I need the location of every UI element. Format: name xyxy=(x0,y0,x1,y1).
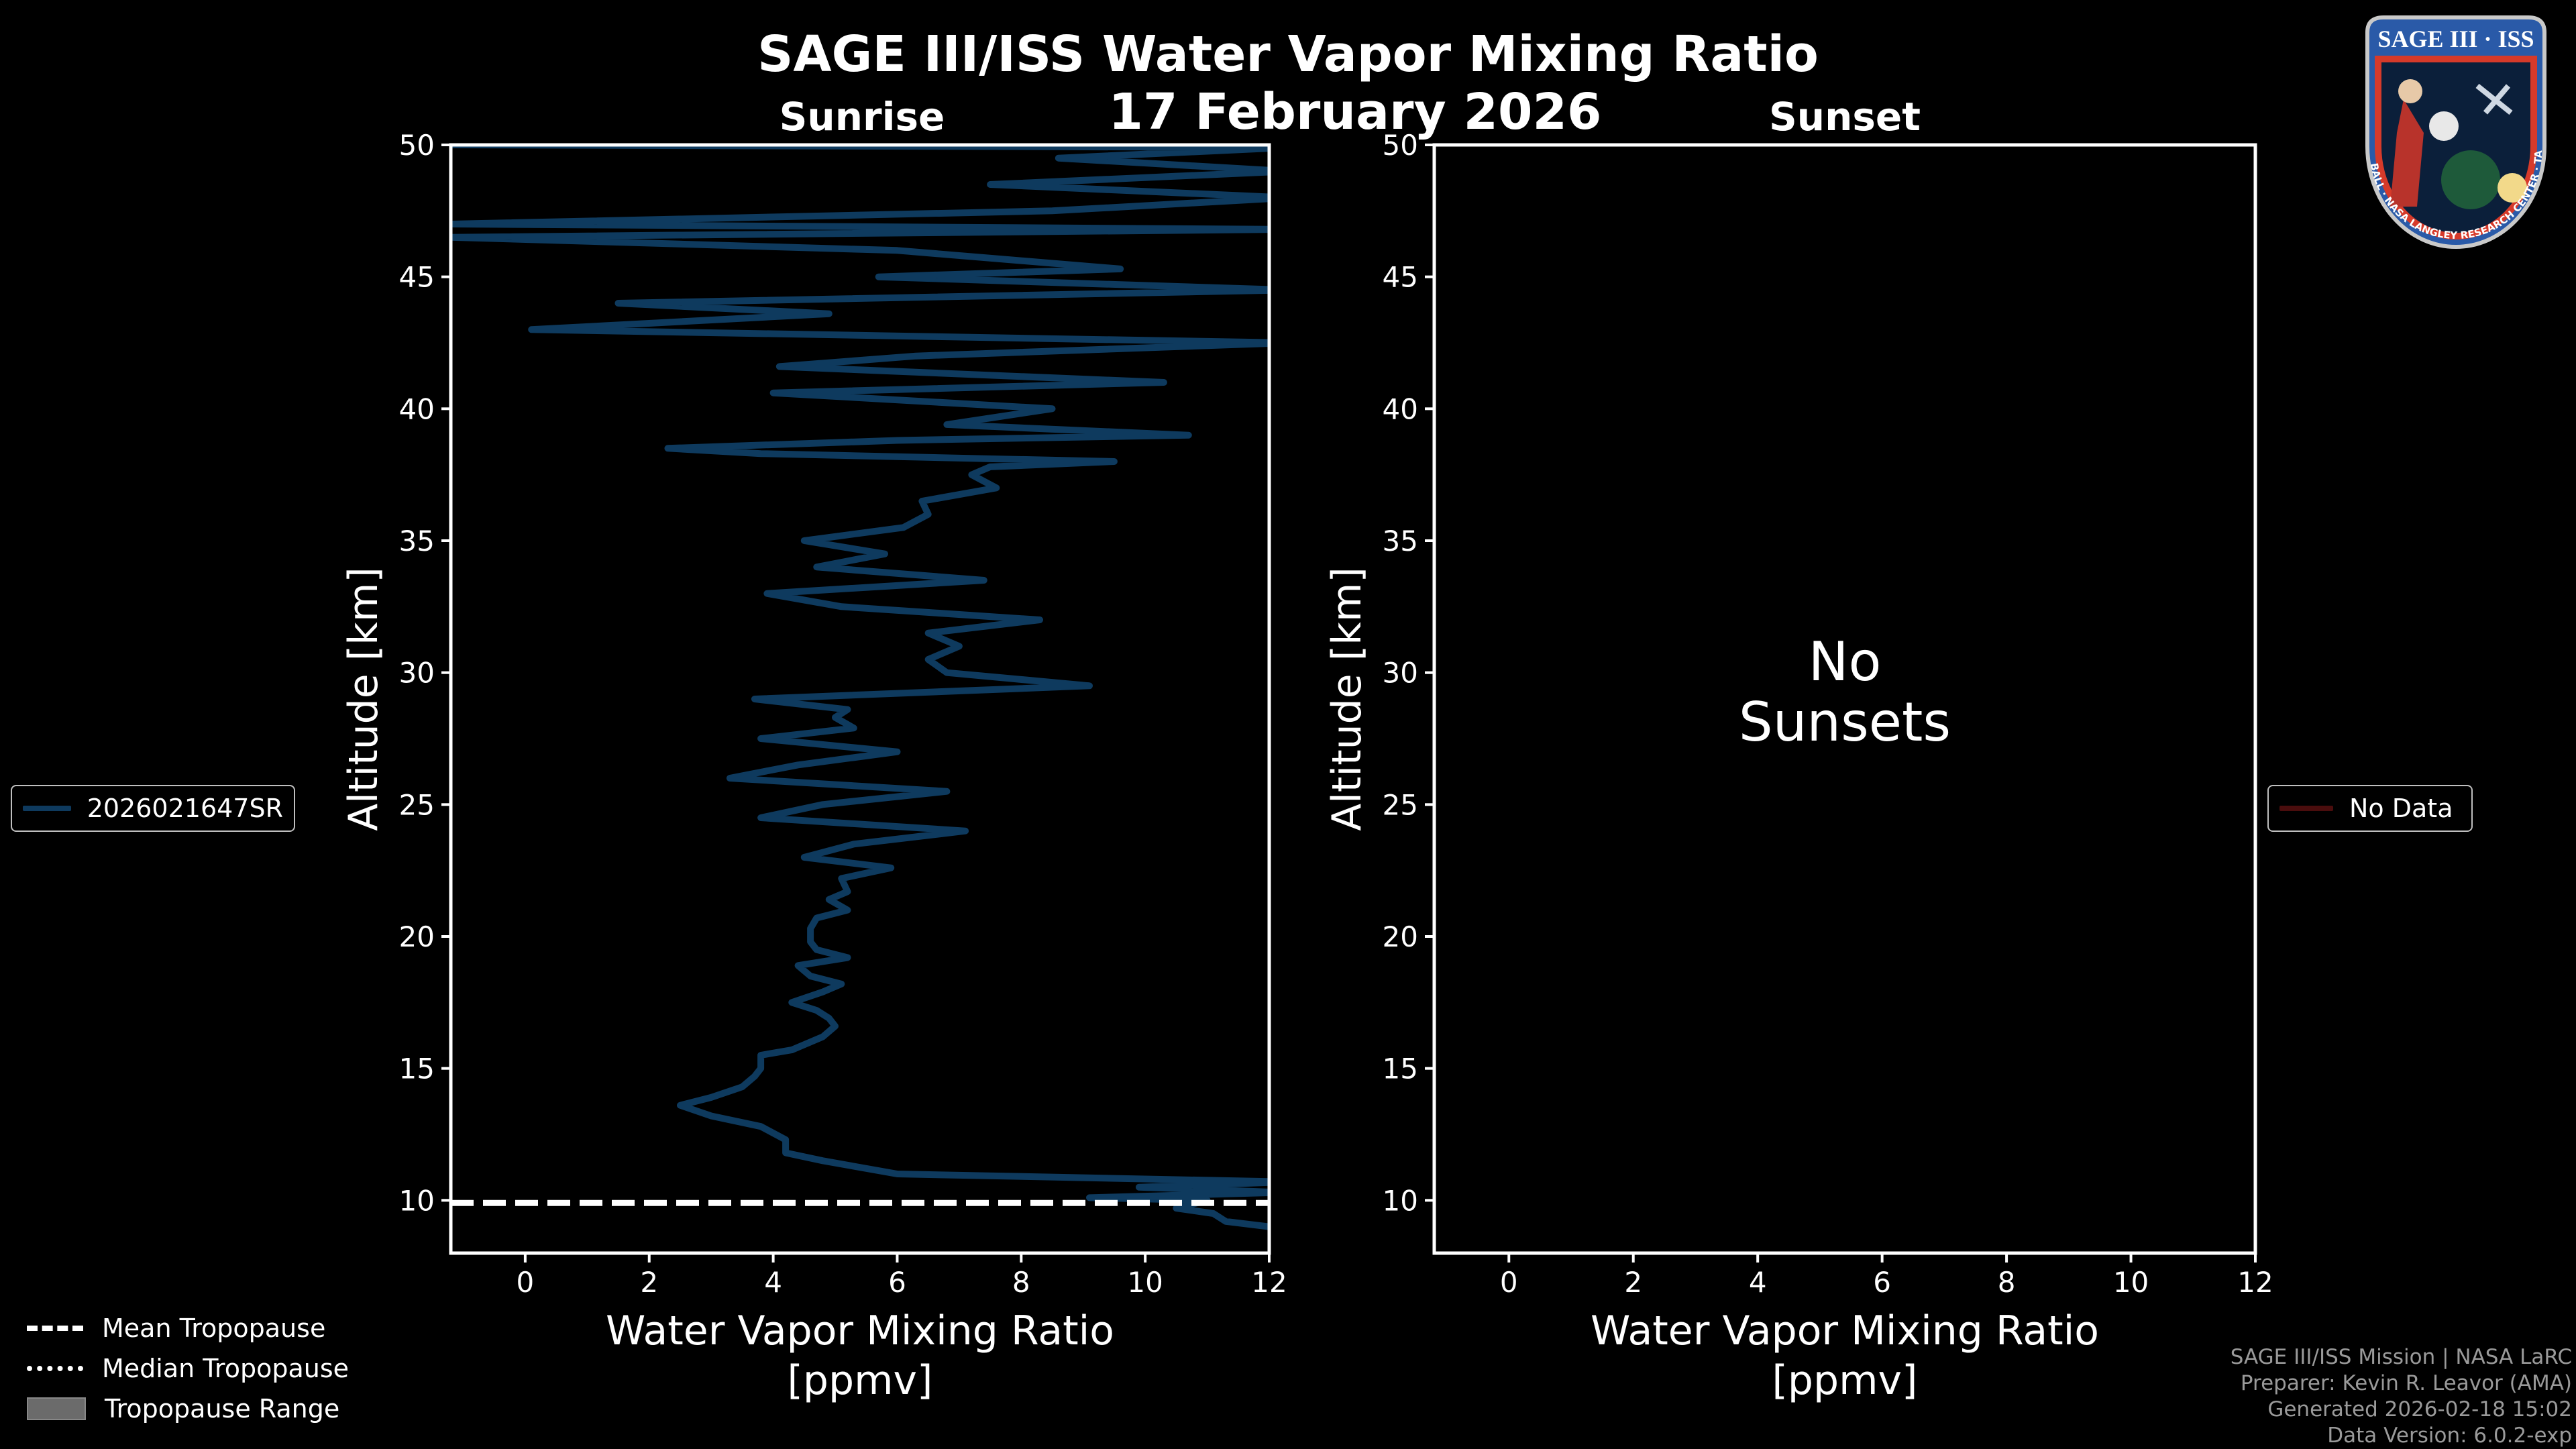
no-sunsets-text-line2: Sunsets xyxy=(1739,691,1951,753)
sunset-xtick-label: 2 xyxy=(1624,1266,1642,1299)
sunrise-ytick-label: 40 xyxy=(399,392,435,425)
sunrise-xlabel-units: [ppmv] xyxy=(788,1357,933,1404)
sunrise-xtick-label: 4 xyxy=(764,1266,782,1299)
median-tropopause-label: Median Tropopause xyxy=(102,1354,349,1383)
sunrise-xtick-label: 2 xyxy=(640,1266,658,1299)
sunrise-ytick-label: 20 xyxy=(399,920,435,953)
sunrise-series-2026021647SR xyxy=(451,145,1269,1230)
sunrise-plot: 0 2 4 6 8 10 12 10 15 20 25 30 35 40 45 50 Water Vapor M… xyxy=(340,129,1287,1404)
sunset-axes-frame xyxy=(1432,143,2257,1255)
sunrise-ylabel: Altitude [km] xyxy=(340,567,387,831)
mean-tropopause-label: Mean Tropopause xyxy=(102,1313,326,1343)
sunset-ytick-label: 20 xyxy=(1383,920,1418,953)
sunrise-xtick-label: 6 xyxy=(888,1266,906,1299)
sunset-ytick-label: 30 xyxy=(1383,657,1418,690)
sunset-xtick-label: 12 xyxy=(2237,1266,2273,1299)
sunrise-legend-swatch xyxy=(23,806,71,811)
sunrise-xlabel: Water Vapor Mixing Ratio xyxy=(606,1307,1114,1354)
sunrise-xtick-label: 10 xyxy=(1127,1266,1163,1299)
sunset-ytick-label: 10 xyxy=(1383,1184,1418,1217)
credits-mission: SAGE III/ISS Mission | NASA LaRC xyxy=(2230,1345,2572,1369)
sunset-ytick-label: 15 xyxy=(1383,1053,1418,1085)
figure-date: 17 February 2026 xyxy=(1108,83,1602,141)
no-sunsets-text-line1: No xyxy=(1809,631,1882,693)
sunset-plot: 0 2 4 6 8 10 12 10 15 20 25 30 35 40 45 50 Water Vapor M… xyxy=(1324,129,2273,1404)
sunset-xtick-label: 10 xyxy=(2113,1266,2149,1299)
credits-version: Data Version: 6.0.2-exp xyxy=(2327,1424,2572,1448)
sunrise-panel-title: Sunrise xyxy=(779,94,945,140)
sunset-xtick-label: 4 xyxy=(1749,1266,1767,1299)
credits-generated: Generated 2026-02-18 15:02 xyxy=(2267,1397,2572,1421)
sunset-xtick-label: 6 xyxy=(1873,1266,1891,1299)
sunrise-ytick-label: 45 xyxy=(399,261,435,294)
sunset-ylabel: Altitude [km] xyxy=(1324,567,1371,831)
sunset-ytick-label: 50 xyxy=(1383,129,1418,162)
tropopause-range-legend-item: Tropopause Range xyxy=(27,1389,349,1429)
sunrise-ytick-label: 25 xyxy=(399,788,435,821)
sunset-legend-swatch xyxy=(2279,806,2333,811)
sunset-panel-title: Sunset xyxy=(1769,94,1921,140)
credits: SAGE III/ISS Mission | NASA LaRC Prepare… xyxy=(2231,1344,2572,1449)
logo-title: SAGE III · ISS xyxy=(2377,25,2534,52)
sunset-xtick-label: 0 xyxy=(1500,1266,1518,1299)
sunset-legend-label: No Data xyxy=(2349,794,2453,823)
sunrise-legend: 2026021647SR xyxy=(11,785,295,832)
sunset-xlabel: Water Vapor Mixing Ratio xyxy=(1591,1307,2099,1354)
sunset-ytick-label: 45 xyxy=(1383,261,1418,294)
sage-iii-iss-mission-logo: SAGE III · ISS BALL · NASA LANGLEY RESEA… xyxy=(2343,12,2546,249)
range-patch-swatch xyxy=(27,1397,86,1420)
sunrise-legend-label: 2026021647SR xyxy=(87,794,283,823)
figure-title: SAGE III/ISS Water Vapor Mixing Ratio xyxy=(757,25,1819,83)
sunset-legend: No Data xyxy=(2267,785,2473,832)
sunset-ytick-label: 35 xyxy=(1383,525,1418,557)
mean-tropopause-legend-item: Mean Tropopause xyxy=(27,1308,349,1348)
sunrise-ytick-label: 35 xyxy=(399,525,435,557)
tropopause-range-label: Tropopause Range xyxy=(105,1394,340,1424)
sunrise-xtick-label: 0 xyxy=(517,1266,535,1299)
sunset-xlabel-units: [ppmv] xyxy=(1772,1357,1918,1404)
sunrise-ytick-label: 50 xyxy=(399,129,435,162)
tropopause-legend: Mean Tropopause Median Tropopause Tropop… xyxy=(27,1308,349,1429)
sunset-xtick-label: 8 xyxy=(1998,1266,2016,1299)
median-tropopause-legend-item: Median Tropopause xyxy=(27,1348,349,1389)
sunrise-ytick-label: 30 xyxy=(399,657,435,690)
dotted-line-swatch xyxy=(27,1366,83,1371)
sunset-ytick-label: 25 xyxy=(1383,788,1418,821)
sunrise-axes-frame xyxy=(449,143,1271,1255)
sunrise-xtick-label: 8 xyxy=(1012,1266,1030,1299)
sunrise-ytick-label: 10 xyxy=(399,1184,435,1217)
sunrise-xtick-label: 12 xyxy=(1251,1266,1287,1299)
credits-preparer: Preparer: Kevin R. Leavor (AMA) xyxy=(2240,1371,2572,1395)
dashed-line-swatch xyxy=(27,1326,83,1331)
sunrise-ytick-label: 15 xyxy=(399,1053,435,1085)
sunset-ytick-label: 40 xyxy=(1383,392,1418,425)
